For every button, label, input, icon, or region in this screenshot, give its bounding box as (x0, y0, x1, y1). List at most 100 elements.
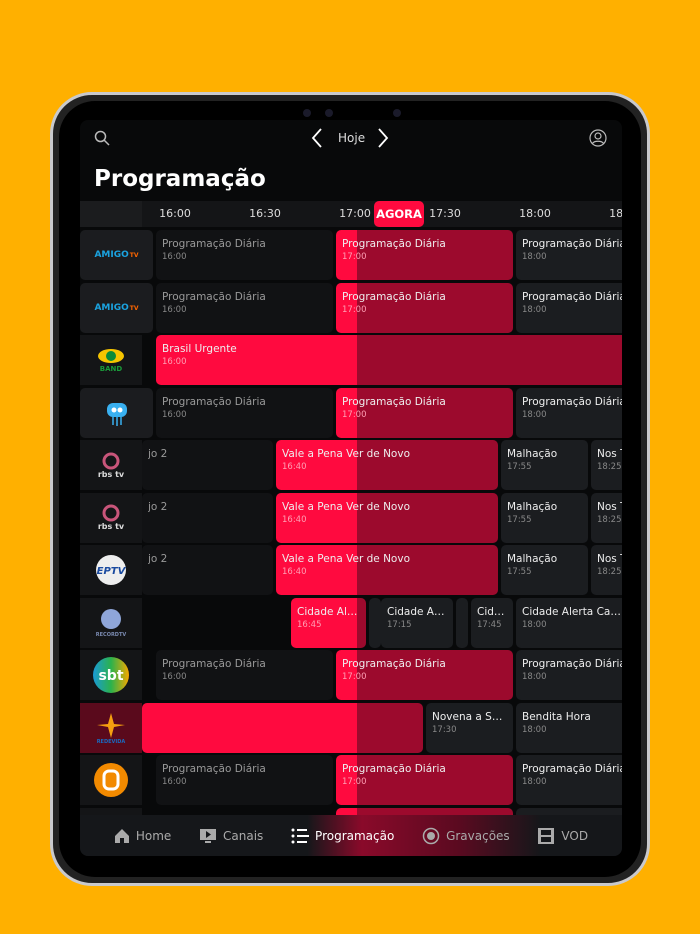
program-block[interactable] (336, 807, 513, 815)
channel-logo[interactable]: REDEVIDA (80, 702, 142, 753)
nav-gravações[interactable]: Gravações (422, 827, 510, 845)
program-time: 17:00 (342, 672, 367, 682)
now-indicator[interactable]: AGORA (374, 201, 424, 227)
channel-row: BAND Brasil Urgente 16:00 (80, 335, 622, 385)
program-block[interactable]: Programação Diária 18:00 (516, 650, 622, 700)
program-block[interactable]: Programação Diária 17:00 (336, 755, 513, 805)
program-block[interactable]: Vale a Pena Ver de Novo 16:40 (276, 492, 498, 543)
program-block[interactable]: Vale a Pena Ver de Novo 16:40 (276, 440, 498, 490)
program-block[interactable]: Programação Diária 18:00 (516, 387, 622, 438)
program-block[interactable]: Cida...17:45 (471, 597, 513, 648)
program-block[interactable]: jo 2 (142, 545, 273, 595)
search-icon[interactable] (94, 130, 110, 146)
time-tick: 17:30 (429, 207, 461, 220)
time-tick: 17:00 (339, 207, 371, 220)
channel-logo[interactable] (80, 755, 142, 805)
program-block[interactable] (516, 807, 622, 815)
program-block[interactable]: Malhação 17:55 (501, 545, 588, 595)
program-time: 18:00 (522, 724, 547, 735)
channel-logo[interactable] (80, 807, 142, 815)
channel-name: rbs tv (97, 469, 125, 479)
program-title: Bendita Hora (522, 710, 591, 723)
program-block[interactable] (456, 597, 468, 648)
channel-logo[interactable]: AMIGOTV (80, 282, 153, 333)
channel-row: rbs tv jo 2 Vale a Pena Ver de Novo 16:40 Ma… (80, 440, 622, 490)
program-time: 18:25 (597, 514, 622, 525)
program-title: Programação Diária (522, 658, 622, 670)
program-title: Programação Diária (342, 658, 446, 670)
program-block[interactable] (369, 597, 381, 648)
program-block[interactable]: Bendita Hora 18:00 (516, 702, 622, 753)
program-block[interactable] (142, 702, 423, 753)
program-block[interactable]: Novena a São... 17:30 (426, 702, 513, 753)
channel-row: EPTV jo 2 Vale a Pena Ver de Novo 16:40 Malh… (80, 545, 622, 595)
channel-logo[interactable]: RECORDTV (80, 597, 142, 648)
program-block[interactable]: jo 2 (142, 440, 273, 490)
nav-vod[interactable]: VOD (537, 827, 588, 845)
program-block[interactable]: Malhação 17:55 (501, 440, 588, 490)
nav-label: VOD (561, 828, 589, 843)
svg-text:REDEVIDA: REDEVIDA (97, 739, 126, 744)
program-block[interactable]: Nos T18:25 (591, 545, 622, 595)
program-block[interactable]: Programação Diária 17:00 (336, 230, 513, 280)
program-block[interactable]: Nos T18:25 (591, 492, 622, 543)
program-block[interactable]: Programação Diária 17:00 (336, 650, 513, 700)
program-time: 18:00 (522, 777, 547, 787)
chevron-right-icon[interactable] (377, 128, 389, 148)
list-icon (291, 828, 310, 844)
time-tick: 18:00 (519, 207, 551, 220)
channel-logo[interactable]: rbs tv (80, 440, 142, 490)
nav-programação[interactable]: Programação (291, 828, 394, 844)
nav-canais[interactable]: Canais (199, 828, 263, 844)
program-block[interactable]: Programação Diária 16:00 (156, 755, 333, 805)
program-block[interactable]: Programação Diária 18:00 (516, 755, 622, 805)
program-block[interactable]: Cidade Ale... 17:15 (381, 597, 453, 648)
channel-logo[interactable]: BAND (80, 335, 142, 385)
channel-logo[interactable]: rbs tv (80, 492, 142, 543)
program-block[interactable]: Cidade Ale... 16:45 (291, 597, 366, 648)
program-time: 18:00 (522, 619, 547, 630)
program-title: Programação Diária (342, 238, 446, 250)
program-title: Vale a Pena Ver de Novo (282, 500, 410, 513)
program-block[interactable]: Malhação 17:55 (501, 492, 588, 543)
epg-grid[interactable]: AMIGOTV Programação Diária 16:00 Programaçã… (80, 230, 622, 815)
program-block[interactable]: Cidade Alerta Campinas18:00 (516, 597, 622, 648)
time-tick: 16:00 (159, 207, 191, 220)
program-block[interactable]: Brasil Urgente 16:00 (156, 335, 622, 385)
program-time: 16:00 (162, 777, 187, 787)
svg-text:EPTV: EPTV (97, 566, 127, 577)
channel-logo[interactable]: EPTV (80, 545, 142, 595)
program-block[interactable]: jo 2 (142, 492, 273, 543)
channel-logo[interactable] (80, 387, 153, 438)
nav-home[interactable]: Home (114, 828, 171, 844)
program-block[interactable]: Programação Diária 16:00 (156, 230, 333, 280)
profile-icon[interactable] (589, 129, 607, 147)
program-time: 16:00 (162, 357, 187, 367)
top-bar: Hoje (80, 120, 622, 160)
svg-text:BAND: BAND (100, 365, 123, 373)
timeline-channel-spacer (80, 201, 142, 227)
program-block[interactable]: Programação Diária 17:00 (336, 387, 513, 438)
program-time: 16:00 (162, 672, 187, 682)
channel-logo[interactable]: sbt (80, 650, 142, 700)
program-time: 17:00 (342, 409, 367, 420)
program-block[interactable]: Programação Diária 16:00 (156, 650, 333, 700)
program-title: Malhação (507, 553, 558, 565)
program-block[interactable]: Programação Diária 18:00 (516, 282, 622, 333)
channel-row: Programação Diária 16:00 Programação Diári… (80, 755, 622, 805)
record-icon (422, 827, 440, 845)
program-block[interactable]: Vale a Pena Ver de Novo 16:40 (276, 545, 498, 595)
program-time: 17:15 (387, 619, 412, 630)
chevron-left-icon[interactable] (311, 128, 323, 148)
program-block[interactable]: Programação Diária 18:00 (516, 230, 622, 280)
channel-logo[interactable]: AMIGOTV (80, 230, 153, 280)
program-block[interactable]: Nos T18:25 (591, 440, 622, 490)
page-title: Programação (94, 166, 266, 192)
program-block[interactable]: Programação Diária 16:00 (156, 387, 333, 438)
program-block[interactable]: Programação Diária 16:00 (156, 282, 333, 333)
program-time: 18:25 (597, 462, 622, 472)
program-title: Programação Diária (342, 395, 446, 408)
program-block[interactable]: Programação Diária 17:00 (336, 282, 513, 333)
channel-row: AMIGOTV Programação Diária 16:00 Programaçã… (80, 230, 622, 280)
program-time: 17:55 (507, 462, 532, 472)
